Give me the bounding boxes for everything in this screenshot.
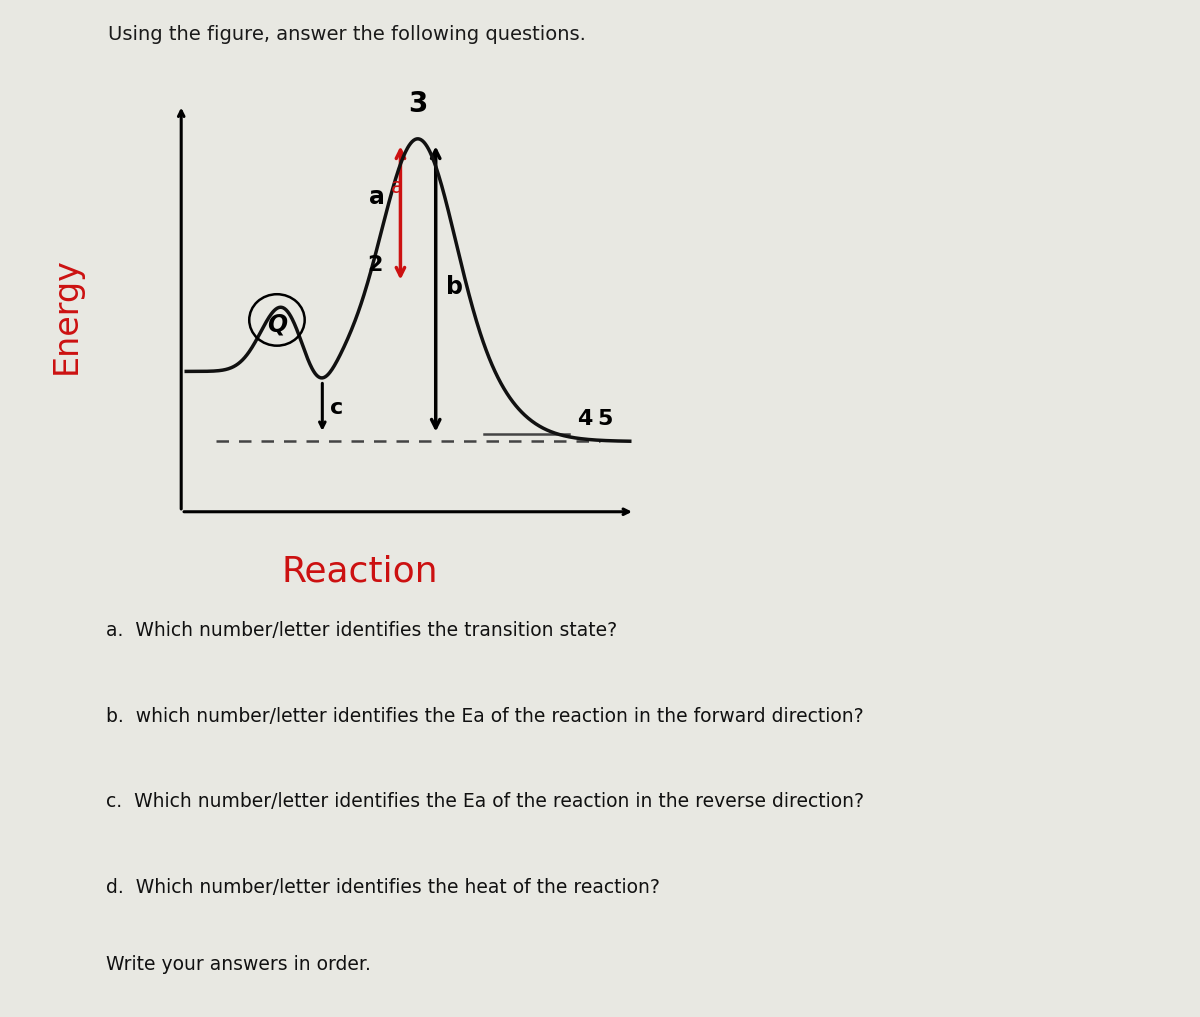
Text: 5: 5	[598, 409, 612, 429]
Text: 2: 2	[367, 255, 383, 276]
Text: Using the figure, answer the following questions.: Using the figure, answer the following q…	[108, 25, 586, 45]
Text: 3: 3	[408, 89, 427, 118]
Text: b.  which number/letter identifies the Ea of the reaction in the forward directi: b. which number/letter identifies the Ea…	[106, 707, 863, 726]
Text: Write your answers in order.: Write your answers in order.	[106, 955, 371, 973]
Text: b: b	[446, 275, 463, 299]
Text: 4: 4	[577, 409, 593, 429]
Text: c: c	[330, 399, 343, 418]
Text: a: a	[390, 177, 403, 197]
Text: Q: Q	[266, 312, 287, 337]
Text: d.  Which number/letter identifies the heat of the reaction?: d. Which number/letter identifies the he…	[106, 878, 660, 897]
Text: a.  Which number/letter identifies the transition state?: a. Which number/letter identifies the tr…	[106, 621, 617, 641]
Text: a: a	[370, 185, 385, 208]
Text: Reaction: Reaction	[282, 554, 438, 588]
Text: Energy: Energy	[49, 257, 83, 373]
Text: c.  Which number/letter identifies the Ea of the reaction in the reverse directi: c. Which number/letter identifies the Ea…	[106, 792, 864, 812]
